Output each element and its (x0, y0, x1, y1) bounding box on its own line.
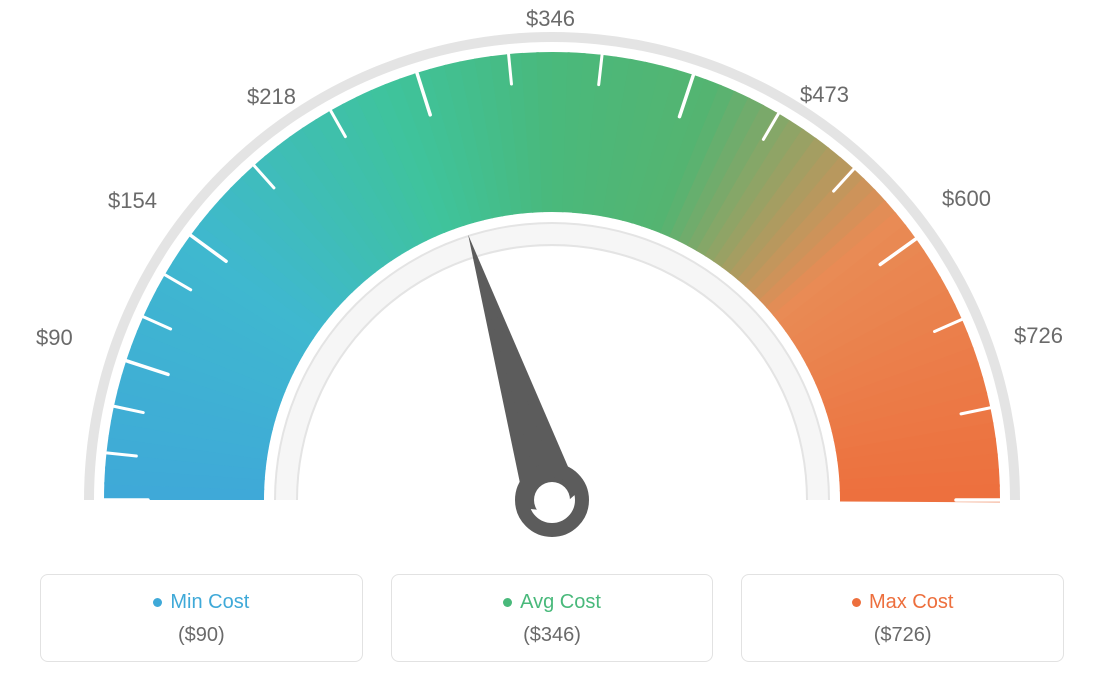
legend-card-max: Max Cost ($726) (741, 574, 1064, 662)
legend-dot-avg (503, 598, 512, 607)
legend-title-min: Min Cost (153, 591, 249, 614)
cost-gauge-infographic: $90 $154 $218 $346 $473 $600 $726 Min Cost ($9… (0, 0, 1104, 690)
gauge-tick-label: $473 (800, 82, 849, 108)
legend-value-avg: ($346) (402, 624, 703, 647)
legend-label-avg: Avg Cost (520, 591, 601, 614)
legend-dot-min (153, 598, 162, 607)
gauge-tick-label: $600 (942, 186, 991, 212)
legend-value-max: ($726) (752, 624, 1053, 647)
gauge-tick-label: $218 (247, 84, 296, 110)
gauge-tick-label: $154 (108, 188, 157, 214)
gauge-area: $90 $154 $218 $346 $473 $600 $726 (0, 0, 1104, 560)
legend-label-min: Min Cost (170, 591, 249, 614)
legend-title-max: Max Cost (852, 591, 953, 614)
gauge-tick-label: $90 (36, 325, 73, 351)
gauge-svg (0, 0, 1104, 560)
legend-title-avg: Avg Cost (503, 591, 601, 614)
legend-card-avg: Avg Cost ($346) (391, 574, 714, 662)
legend-value-min: ($90) (51, 624, 352, 647)
legend-dot-max (852, 598, 861, 607)
legend-label-max: Max Cost (869, 591, 953, 614)
gauge-tick-label: $726 (1014, 323, 1063, 349)
legend-row: Min Cost ($90) Avg Cost ($346) Max Cost … (40, 574, 1064, 662)
legend-card-min: Min Cost ($90) (40, 574, 363, 662)
gauge-tick-label: $346 (526, 6, 575, 32)
